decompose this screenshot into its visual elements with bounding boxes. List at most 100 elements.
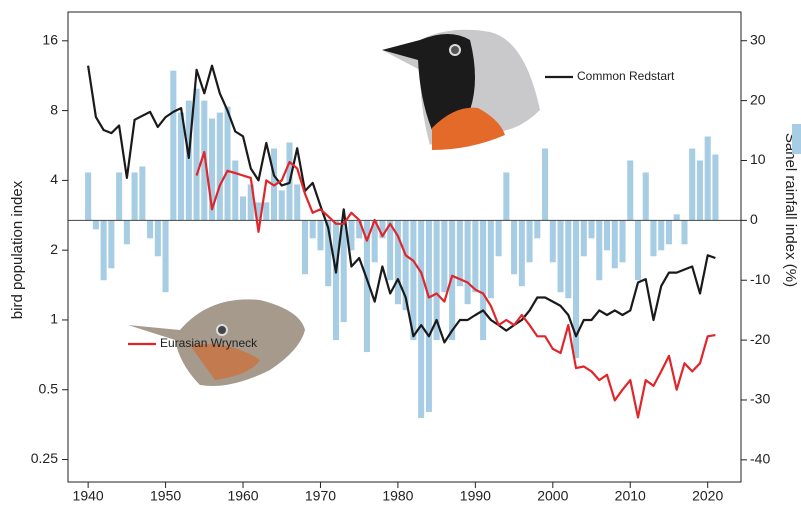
bar: [425, 220, 432, 412]
bar: [534, 220, 541, 239]
x-tick-label: 2020: [692, 488, 723, 504]
bar: [619, 220, 626, 263]
bar: [627, 160, 634, 221]
bar: [596, 220, 603, 281]
bar: [503, 172, 510, 221]
bar: [348, 220, 355, 251]
bar: [371, 220, 378, 263]
bar: [185, 100, 192, 221]
bar: [263, 202, 270, 221]
bar: [278, 190, 285, 221]
bar: [340, 220, 347, 323]
bar: [704, 136, 711, 221]
bar: [402, 220, 409, 311]
plot-frame: [67, 11, 742, 483]
line-series: [87, 64, 716, 344]
redstart-illustration: [382, 29, 540, 150]
bar: [518, 220, 525, 287]
y2-tick-label: -20: [750, 331, 770, 347]
y2-tick-label: 20: [750, 91, 766, 107]
bar: [580, 220, 587, 257]
bar: [603, 220, 611, 251]
bar: [379, 220, 386, 239]
y2-tick-label: 10: [750, 151, 766, 167]
y-tick-label: 2: [50, 241, 58, 257]
y-tick-label: 4: [50, 171, 58, 187]
bar: [642, 172, 649, 221]
bar: [178, 112, 185, 221]
x-tick-label: 1960: [227, 488, 258, 504]
bar: [116, 172, 123, 221]
bar: [549, 220, 556, 263]
y2-tick-label: -10: [750, 271, 770, 287]
y-tick-label: 16: [42, 32, 58, 48]
bar: [123, 220, 130, 245]
x-tick-label: 2000: [537, 488, 568, 504]
bar: [201, 100, 208, 221]
bar: [139, 166, 146, 221]
bar: [294, 184, 301, 221]
bar: [356, 220, 363, 239]
bar: [216, 112, 223, 221]
bar: [433, 220, 440, 341]
bar: [387, 220, 394, 281]
bar: [147, 220, 154, 239]
x-tick-label: 1970: [305, 488, 336, 504]
bar: [456, 220, 463, 287]
x-tick-label: 1980: [382, 488, 413, 504]
y2-tick-label: -30: [750, 391, 770, 407]
wryneck-illustration: [128, 299, 305, 386]
bar: [162, 220, 169, 293]
bar: [224, 106, 231, 221]
rainfall-swatch: [792, 124, 801, 154]
y-tick-label: 8: [50, 101, 58, 117]
bar: [193, 88, 200, 221]
bar: [85, 172, 92, 221]
bar: [410, 220, 417, 341]
bar: [247, 184, 254, 221]
bar: [363, 220, 370, 353]
y2-tick-label: -40: [750, 451, 770, 467]
x-tick-label: 1990: [460, 488, 491, 504]
bar: [301, 220, 309, 275]
x-tick-label: 1950: [150, 488, 181, 504]
y2-tick-label: 0: [750, 211, 758, 227]
bar: [108, 220, 115, 269]
bar: [611, 220, 618, 269]
y2-axis-label: Sahel rainfall index (%): [782, 133, 799, 287]
bar: [332, 220, 339, 341]
bar: [557, 220, 564, 293]
bar: [681, 220, 688, 245]
bar: [565, 220, 572, 299]
bar: [418, 220, 425, 418]
y2-tick-label: 30: [750, 31, 766, 47]
bar: [441, 220, 448, 293]
bar: [511, 220, 518, 275]
bar: [92, 220, 99, 230]
y-tick-label: 0.25: [31, 450, 58, 466]
bar: [131, 172, 138, 221]
legend-label: Eurasian Wryneck: [160, 336, 258, 350]
bar: [472, 220, 479, 293]
bar: [449, 220, 456, 341]
bar: [232, 160, 239, 221]
bar: [542, 148, 549, 221]
bar: [154, 220, 161, 257]
bar: [712, 154, 719, 221]
bar: [309, 220, 316, 239]
bar: [634, 220, 642, 281]
bar: [696, 160, 703, 221]
bar: [495, 220, 502, 257]
bar: [588, 220, 595, 239]
bar: [100, 220, 107, 281]
bar: [487, 220, 494, 299]
bar: [658, 220, 665, 251]
line-series: [195, 150, 716, 419]
y-tick-label: 1: [50, 311, 58, 327]
bar: [325, 220, 332, 287]
bar: [394, 220, 401, 305]
bar: [240, 196, 247, 221]
y-tick-label: 0.5: [39, 380, 59, 396]
bar: [480, 220, 487, 341]
